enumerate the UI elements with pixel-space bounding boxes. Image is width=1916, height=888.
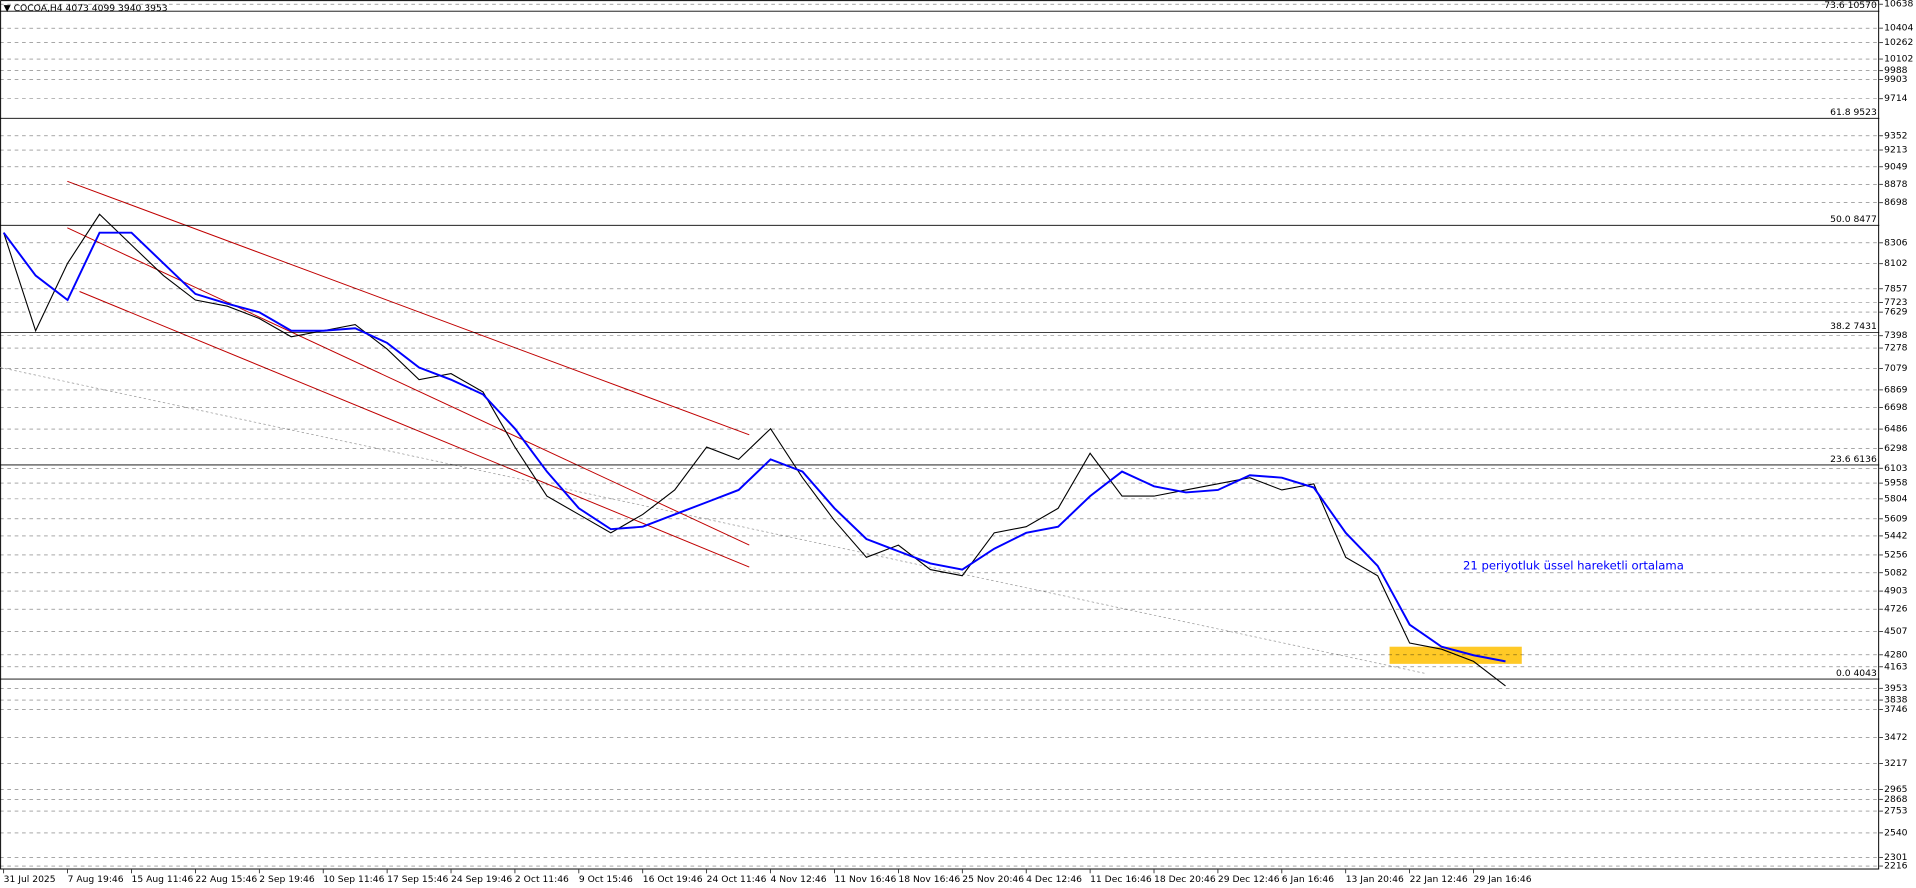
- fib-ratio: 73.6: [1824, 0, 1845, 11]
- x-tick-label: 16 Oct 19:46: [643, 874, 703, 885]
- y-tick-label: 9988: [1884, 65, 1908, 76]
- x-tick-label: 18 Dec 20:46: [1154, 874, 1216, 885]
- x-tick-label: 24 Sep 19:46: [451, 874, 512, 885]
- y-tick-label: 9352: [1884, 130, 1907, 141]
- x-tick-label: 2 Oct 11:46: [515, 874, 569, 885]
- y-tick-label: 8102: [1884, 258, 1907, 269]
- fib-price: 4043: [1853, 667, 1877, 678]
- x-tick-label: 31 Jul 2025: [4, 874, 56, 885]
- fib-price: 7431: [1853, 321, 1876, 332]
- y-tick-label: 9049: [1884, 161, 1908, 172]
- channel-line: [67, 180, 750, 436]
- x-tick-label: 11 Nov 16:46: [834, 874, 896, 885]
- y-tick-label: 7079: [1884, 363, 1908, 374]
- x-tick-label: 10 Sep 11:46: [323, 874, 384, 885]
- y-tick-label: 6298: [1884, 443, 1908, 454]
- y-tick-label: 6869: [1884, 384, 1908, 395]
- chart-title: ▼ COCOA,H4 4073 4099 3940 3953: [4, 3, 168, 14]
- fib-ratio: 50.0: [1830, 214, 1851, 225]
- plot-frame: [0, 0, 1880, 870]
- fib-label: 50.0 8477: [1830, 214, 1877, 225]
- y-tick-label: 5804: [1884, 493, 1908, 504]
- y-tick-label: 2216: [1884, 861, 1908, 872]
- y-tick-label: 5256: [1884, 549, 1908, 560]
- series-line: [3, 213, 1506, 687]
- series-line: [2, 231, 1506, 663]
- y-tick-label: 3746: [1884, 704, 1908, 715]
- y-tick-label: 6486: [1884, 424, 1908, 435]
- y-tick-label: 2965: [1884, 784, 1908, 795]
- y-tick-label: 3953: [1884, 683, 1908, 694]
- y-tick-label: 10404: [1884, 23, 1913, 34]
- fib-price: 9523: [1853, 107, 1877, 118]
- fib-label: 38.2 7431: [1830, 321, 1877, 332]
- y-tick-label: 4726: [1884, 604, 1908, 615]
- y-tick-label: 10262: [1884, 37, 1913, 48]
- y-tick-label: 9714: [1884, 93, 1908, 104]
- y-tick-label: 8698: [1884, 197, 1908, 208]
- y-tick-label: 6103: [1884, 463, 1908, 474]
- x-tick-label: 4 Nov 12:46: [771, 874, 827, 885]
- fib-label: 0.0 4043: [1836, 667, 1877, 678]
- y-tick-label: 7723: [1884, 297, 1908, 308]
- x-tick-label: 29 Jan 16:46: [1474, 874, 1532, 885]
- y-tick-label: 10638: [1884, 0, 1913, 10]
- x-tick-label: 9 Oct 15:46: [579, 874, 633, 885]
- x-tick-label: 11 Dec 16:46: [1090, 874, 1152, 885]
- y-tick-label: 3838: [1884, 695, 1908, 706]
- y-tick-label: 4903: [1884, 586, 1908, 597]
- y-tick-label: 5958: [1884, 478, 1908, 489]
- y-tick-label: 3472: [1884, 732, 1907, 743]
- y-tick-label: 7278: [1884, 343, 1908, 354]
- x-tick-label: 29 Dec 12:46: [1218, 874, 1280, 885]
- y-tick-label: 6698: [1884, 402, 1908, 413]
- annotation: 21 periyotluk üssel hareketli ortalama: [1463, 558, 1684, 572]
- fib-ratio: 38.2: [1830, 321, 1850, 332]
- trendline: [0, 367, 1427, 675]
- y-tick-label: 8306: [1884, 237, 1908, 248]
- y-tick-label: 4163: [1884, 661, 1908, 672]
- x-tick-label: 22 Aug 15:46: [195, 874, 257, 885]
- y-tick-label: 2540: [1884, 827, 1908, 838]
- y-tick-label: 2753: [1884, 806, 1908, 817]
- y-tick-label: 3217: [1884, 758, 1908, 769]
- y-tick-label: 4507: [1884, 626, 1908, 637]
- y-tick-label: 5442: [1884, 530, 1907, 541]
- fib-price: 8477: [1853, 214, 1877, 225]
- fib-ratio: 23.6: [1830, 453, 1851, 464]
- y-tick-label: 2868: [1884, 794, 1908, 805]
- fib-ratio: 61.8: [1830, 107, 1851, 118]
- fib-price: 10570: [1848, 0, 1877, 11]
- y-tick-label: 7857: [1884, 283, 1908, 294]
- x-tick-label: 13 Jan 20:46: [1346, 874, 1404, 885]
- y-tick-label: 5609: [1884, 513, 1908, 524]
- y-tick-label: 4280: [1884, 649, 1908, 660]
- y-tick-label: 7398: [1884, 330, 1908, 341]
- x-tick-label: 25 Nov 20:46: [962, 874, 1024, 885]
- fib-label: 23.6 6136: [1830, 453, 1877, 464]
- fib-label: 73.6 10570: [1824, 0, 1877, 11]
- x-tick-label: 7 Aug 19:46: [68, 874, 124, 885]
- support-zone: [1389, 646, 1522, 664]
- fib-label: 61.8 9523: [1830, 107, 1877, 118]
- y-tick-label: 7629: [1884, 307, 1908, 318]
- y-tick-label: 9213: [1884, 145, 1908, 156]
- x-tick-label: 17 Sep 15:46: [387, 874, 448, 885]
- x-tick-label: 22 Jan 12:46: [1410, 874, 1468, 885]
- x-tick-label: 24 Oct 11:46: [707, 874, 767, 885]
- fib-ratio: 0.0: [1836, 667, 1851, 678]
- y-tick-label: 2301: [1884, 852, 1907, 863]
- x-tick-label: 18 Nov 16:46: [898, 874, 960, 885]
- y-tick-label: 9903: [1884, 74, 1908, 85]
- x-tick-label: 6 Jan 16:46: [1282, 874, 1334, 885]
- y-tick-label: 8878: [1884, 179, 1908, 190]
- y-tick-label: 10102: [1884, 54, 1913, 65]
- x-tick-label: 2 Sep 19:46: [259, 874, 315, 885]
- x-tick-label: 4 Dec 12:46: [1026, 874, 1082, 885]
- x-tick-label: 15 Aug 11:46: [131, 874, 193, 885]
- fib-price: 6136: [1853, 453, 1877, 464]
- y-tick-label: 5082: [1884, 567, 1907, 578]
